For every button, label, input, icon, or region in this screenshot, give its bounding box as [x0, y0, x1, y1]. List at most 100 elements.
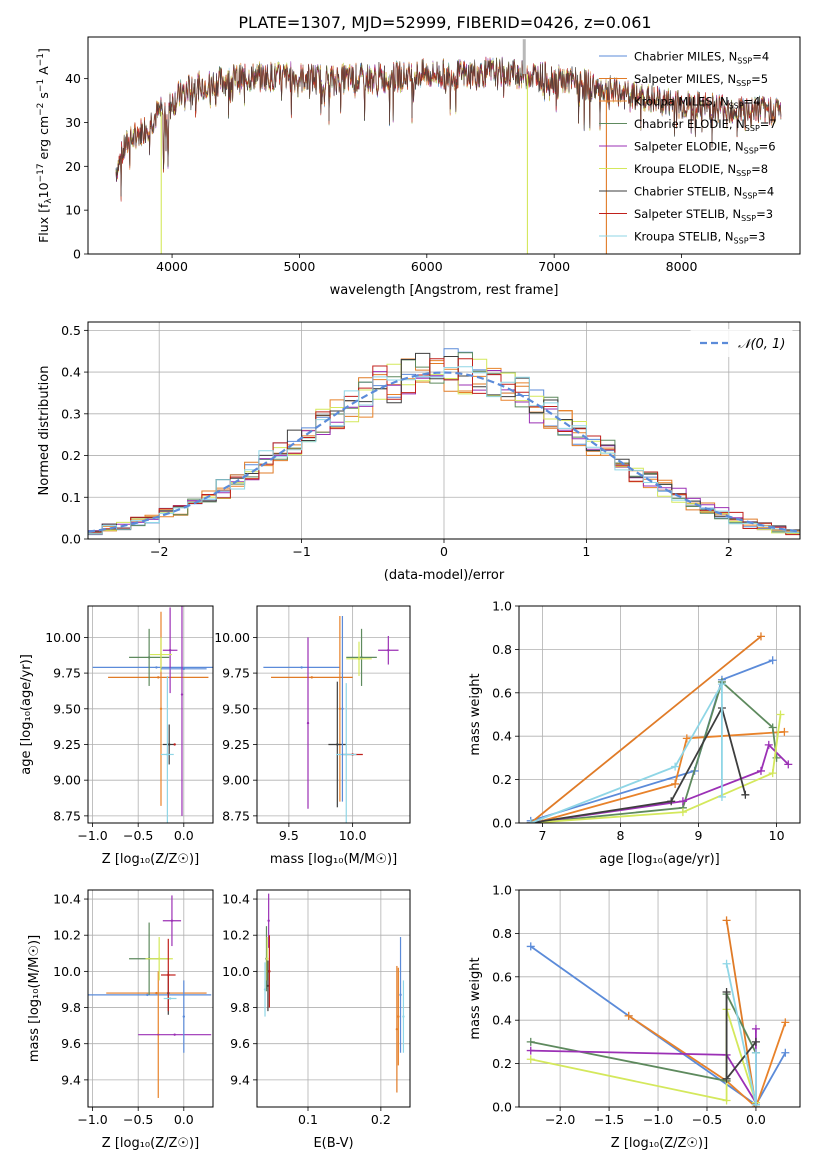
data-point: [268, 970, 271, 973]
weight-marker: [776, 710, 785, 719]
weight-marker: [678, 797, 687, 806]
legend-label-sub: SSP: [737, 57, 752, 66]
legend-label-name: Chabrier MILES, N: [634, 50, 737, 64]
axes-frame: [256, 889, 411, 1108]
legend-label: Salpeter STELIB, NSSP=3: [634, 207, 773, 223]
x-tick-label: 1: [582, 544, 590, 559]
legend-label-sub: SSP: [745, 124, 760, 133]
y-tick-label: 0.8: [492, 926, 512, 941]
y-tick-label: 9.4: [230, 1072, 250, 1087]
x-tick-label: −0.5: [692, 1112, 722, 1127]
weight-series-3: [530, 993, 757, 1083]
x-axis-label: mass [log₁₀(M/M☉)]: [270, 852, 397, 867]
data-point: [345, 753, 348, 756]
y-tick-label: 0.4: [492, 729, 512, 744]
z-vs-age-marks: [92, 606, 213, 823]
y-tick-label: 9.6: [230, 1036, 250, 1051]
weight-series-6: [530, 705, 747, 823]
x-axis-label: Z [log₁₀(Z/Z☉)]: [102, 1136, 199, 1151]
legend-label: Kroupa MILES, NSSP=4: [634, 95, 760, 111]
y-axis-label: mass weight: [468, 957, 483, 1039]
x-tick-label: 5000: [284, 259, 316, 274]
legend-label: Kroupa ELODIE, NSSP=8: [634, 162, 768, 178]
figure-title: PLATE=1307, MJD=52999, FIBERID=0426, z=0…: [238, 13, 651, 32]
x-axis-label: wavelength [Angstrom, rest frame]: [330, 283, 559, 298]
x-tick-label: 6000: [411, 259, 443, 274]
y-tick-label: 0.0: [61, 532, 81, 547]
weight-marker: [722, 1096, 731, 1105]
x-tick-label: 9: [695, 828, 703, 843]
weight-series-2: [534, 731, 785, 823]
weight-marker: [784, 760, 793, 769]
normal-reference-curve: [88, 371, 800, 533]
weight-marker: [682, 734, 691, 743]
weight-marker: [781, 1048, 790, 1057]
weight-marker: [671, 779, 680, 788]
y-axis-label: age [log₁₀(age/yr)]: [19, 654, 34, 775]
legend-label: Salpeter ELODIE, NSSP=6: [634, 140, 776, 156]
x-tick-label: 8000: [666, 259, 698, 274]
y-tick-label: 10: [65, 203, 81, 218]
weight-marker: [678, 808, 687, 817]
x-tick-label: −1: [292, 544, 310, 559]
weight-marker: [751, 1024, 760, 1033]
y-tick-label: 10.4: [222, 892, 250, 907]
legend-label: Kroupa STELIB, NSSP=3: [634, 230, 765, 246]
y-tick-label: 40: [65, 71, 81, 86]
y-axis-label-part: −17: [36, 163, 46, 182]
data-point: [146, 993, 149, 997]
data-point: [402, 1015, 405, 1018]
axes-frame: [87, 605, 214, 824]
data-point: [173, 1033, 176, 1036]
data-point: [387, 649, 390, 652]
x-tick-label: 2: [725, 544, 733, 559]
weight-marker: [722, 916, 731, 925]
y-tick-label: 0.0: [492, 816, 512, 831]
mass-vs-age-panel: 9.5 10.0 8.75 9.00 9.25 9.50 9.75 10.00 mass [lo…: [214, 605, 411, 867]
y-axis-label-part: Flux [f: [36, 203, 51, 243]
z-vs-mass-marks: [88, 895, 212, 1098]
residual-histogram-marks: [88, 348, 800, 539]
x-tick-label: −1.5: [594, 1112, 624, 1127]
weight-series-5: [530, 714, 782, 823]
weight-marker: [780, 727, 789, 736]
data-point: [357, 657, 361, 661]
weight-marker: [768, 723, 777, 732]
y-axis-label: mass [log₁₀(M/M☉)]: [27, 935, 42, 1062]
x-tick-label: −2: [150, 544, 168, 559]
legend-label-tail: =7: [760, 117, 777, 131]
weight-marker: [526, 819, 535, 823]
legend-label-tail: =3: [749, 230, 766, 244]
weight-marker: [624, 1011, 633, 1020]
data-point: [168, 649, 172, 652]
legend-label-tail: =3: [756, 207, 773, 221]
weight-marker: [751, 1100, 760, 1107]
y-tick-label: 0.0: [492, 1100, 512, 1115]
legend-label-sub: SSP: [734, 237, 749, 246]
y-tick-label: 10.0: [53, 964, 81, 979]
x-tick-label: −0.5: [123, 1112, 153, 1127]
legend-label: Chabrier STELIB, NSSP=4: [634, 185, 774, 201]
legend-label-name: Chabrier ELODIE, N: [634, 117, 745, 131]
weight-series-8: [530, 680, 723, 823]
y-tick-label: 9.50: [53, 701, 81, 716]
data-point: [399, 993, 402, 997]
data-point: [180, 693, 184, 696]
data-point: [159, 653, 163, 656]
y-axis-label-part: −1: [36, 53, 46, 66]
x-tick-label: −2.0: [545, 1112, 575, 1127]
data-point: [266, 984, 270, 988]
weight-marker: [768, 769, 777, 778]
y-tick-label: 9.8: [230, 1000, 250, 1015]
legend-label: Salpeter MILES, NSSP=5: [634, 72, 768, 88]
legend-label-sub: SSP: [736, 169, 751, 178]
y-tick-label: 9.75: [222, 666, 250, 681]
data-point: [170, 919, 174, 922]
weight-marker: [526, 942, 535, 951]
y-tick-label: 8.75: [53, 808, 81, 823]
spectrum-panel: 4000 5000 6000 7000 8000 0 10 20 30 40 wavelength …: [36, 36, 801, 298]
y-tick-label: 9.6: [61, 1036, 81, 1051]
x-axis-label: Z [log₁₀(Z/Z☉)]: [611, 1136, 708, 1151]
